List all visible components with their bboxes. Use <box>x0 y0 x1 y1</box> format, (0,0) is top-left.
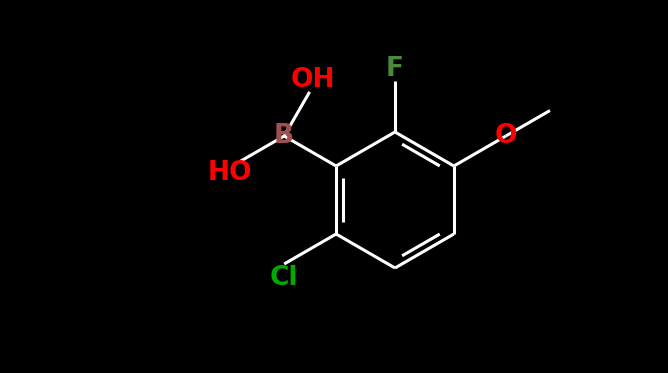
Text: Cl: Cl <box>270 265 299 291</box>
Text: OH: OH <box>291 67 335 93</box>
Text: HO: HO <box>208 160 253 186</box>
Text: B: B <box>274 123 294 149</box>
Text: O: O <box>494 123 517 149</box>
Text: F: F <box>386 56 404 82</box>
